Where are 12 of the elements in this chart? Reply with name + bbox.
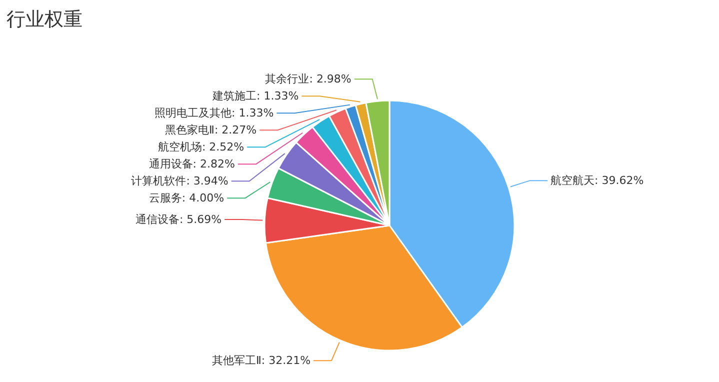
slice-label: 其余行业: 2.98% — [265, 72, 352, 86]
slice-label: 黑色家电Ⅱ: 2.27% — [165, 124, 257, 137]
slice-label: 其他军工Ⅱ: 32.21% — [212, 354, 311, 368]
slice-label: 照明电工及其他: 1.33% — [154, 106, 274, 120]
chart-title: 行业权重 — [6, 8, 82, 30]
slice-label: 航空机场: 2.52% — [158, 140, 244, 154]
slice-label: 通信设备: 5.69% — [135, 212, 222, 226]
slice-label: 航空航天: 39.62% — [550, 174, 644, 188]
slice-label: 通用设备: 2.82% — [148, 158, 235, 171]
slice-label: 计算机软件: 3.94% — [131, 174, 228, 188]
slice-label: 云服务: 4.00% — [148, 192, 224, 205]
slice-label: 建筑施工: 1.33% — [211, 90, 299, 103]
